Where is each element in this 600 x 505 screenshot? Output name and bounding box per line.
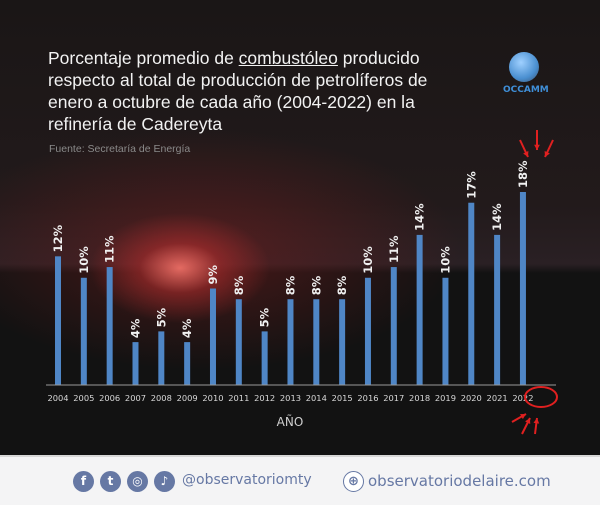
x-tick-label-2004: 2004 [47,393,68,403]
chart-title: Porcentaje promedio de combustóleo produ… [48,47,468,135]
bar-2011 [235,299,242,385]
data-label-2016: 10% [361,246,375,274]
x-tick-label-2017: 2017 [383,393,404,403]
data-label-2020: 17% [464,171,478,199]
annotation-arrowhead-icon [533,418,540,424]
x-tick-label-2019: 2019 [435,393,456,403]
bar-2008 [158,331,165,385]
x-tick-label-2006: 2006 [99,393,120,403]
bar-2021 [494,234,501,385]
data-label-2004: 12% [51,224,65,252]
annotation-arrowhead-icon [534,144,540,150]
x-tick-label-2020: 2020 [461,393,482,403]
bar-2004 [55,256,61,385]
x-tick-label-2007: 2007 [125,393,146,403]
bar-2013 [287,299,294,385]
data-label-2005: 10% [77,246,91,274]
data-label-2015: 8% [335,275,349,295]
bar-2009 [184,342,191,385]
bar-2005 [80,277,87,385]
x-tick-label-2016: 2016 [357,393,378,403]
x-tick-label-2022: 2022 [512,393,533,403]
annotation-arrowhead-icon [520,414,526,420]
data-label-2014: 8% [309,275,323,295]
bar-2019 [442,277,449,385]
data-label-2018: 14% [413,203,427,231]
x-tick-label-2008: 2008 [151,393,172,403]
annotation-arrowhead-icon [544,151,550,157]
bar-2015 [339,299,346,385]
footer: f t ◎ ♪ @observatoriomty ⊕ observatoriod… [0,455,600,505]
infographic-background: Porcentaje promedio de combustóleo produ… [0,0,600,455]
data-label-2017: 11% [387,235,401,263]
bar-2022 [519,192,526,385]
title-text-rest: producido respecto al total de producció… [48,48,428,134]
website-link[interactable]: observatoriodelaire.com [368,472,551,490]
annotation-arrowhead-icon [523,151,529,157]
x-tick-label-2012: 2012 [254,393,275,403]
bar-2016 [364,277,371,385]
logo-emblem-icon [509,52,539,82]
data-label-2011: 8% [232,275,246,295]
bar-2006 [106,267,113,385]
x-tick-label-2014: 2014 [306,393,327,403]
x-tick-label-2005: 2005 [73,393,94,403]
occamm-logo: OCCAMM [503,52,549,102]
globe-icon: ⊕ [343,471,364,492]
bar-2020 [468,202,475,385]
source-note: Fuente: Secretaría de Energía [49,143,191,155]
x-tick-label-2021: 2021 [487,393,508,403]
bar-2007 [132,342,139,385]
bar-2010 [209,288,216,385]
instagram-icon[interactable]: ◎ [127,471,148,492]
data-label-2019: 10% [438,246,452,274]
data-label-2006: 11% [103,235,117,263]
title-underlined-word: combustóleo [238,48,338,68]
data-label-2008: 5% [154,307,168,327]
data-label-2013: 8% [283,275,297,295]
bar-2012 [261,331,268,385]
x-tick-label-2011: 2011 [228,393,249,403]
title-text: Porcentaje promedio de [48,48,239,68]
highlight-circle [524,386,558,408]
data-label-2022: 18% [516,160,530,188]
data-label-2021: 14% [490,203,504,231]
bar-2017 [390,267,397,385]
bar-2014 [313,299,320,385]
data-label-2007: 4% [128,318,142,338]
x-tick-label-2018: 2018 [409,393,430,403]
data-label-2010: 9% [206,264,220,284]
logo-text: OCCAMM [503,85,549,95]
data-label-2012: 5% [258,307,272,327]
twitter-icon[interactable]: t [100,471,121,492]
bar-2018 [416,234,423,385]
x-tick-label-2013: 2013 [280,393,301,403]
x-tick-label-2009: 2009 [177,393,198,403]
data-label-2009: 4% [180,318,194,338]
x-axis-title: AÑO [277,414,304,429]
x-tick-label-2010: 2010 [202,393,223,403]
bar-chart: 12% 2004 10% 2005 11% 2006 4% 2007 5% 2008 4% 2009 9… [46,130,558,435]
facebook-icon[interactable]: f [73,471,94,492]
x-tick-label-2015: 2015 [332,393,353,403]
annotation-arrowhead-icon [525,418,531,424]
tiktok-icon[interactable]: ♪ [154,471,175,492]
social-handle[interactable]: @observatoriomty [182,472,312,488]
